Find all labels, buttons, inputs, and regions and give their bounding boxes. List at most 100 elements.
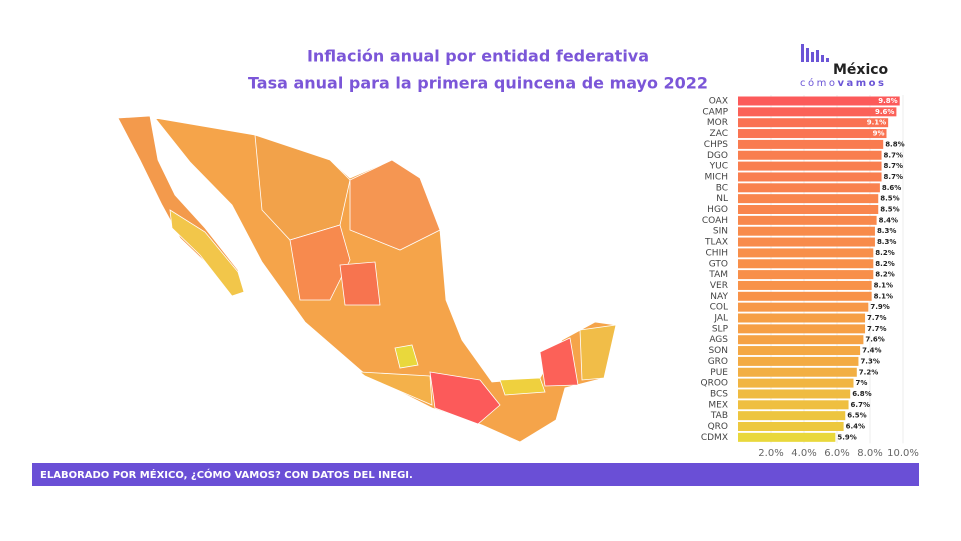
- value-label: 6.4%: [846, 423, 865, 431]
- bar: [738, 139, 884, 149]
- logo: México cómovamos: [800, 44, 889, 89]
- value-label: 8.1%: [874, 292, 893, 300]
- bar: [738, 107, 897, 117]
- y-tick-label: DGO: [707, 151, 728, 161]
- logo-bars: [801, 44, 829, 62]
- map-region: [579, 324, 617, 381]
- bar: [738, 411, 846, 421]
- y-tick-label: BC: [716, 183, 728, 193]
- y-tick-label: PUE: [710, 368, 728, 378]
- value-label: 8.2%: [875, 249, 894, 257]
- y-tick-label: CHPS: [704, 140, 728, 150]
- footer-text: ELABORADO POR MÉXICO, ¿CÓMO VAMOS? CON D…: [40, 468, 413, 481]
- value-label: 7.6%: [865, 336, 884, 344]
- y-tick-label: CHIH: [706, 248, 728, 258]
- bar: [738, 367, 857, 377]
- bar: [738, 161, 882, 171]
- logo-name: México: [833, 62, 889, 78]
- y-tick-label: SLP: [712, 324, 729, 334]
- value-label: 8.1%: [874, 281, 893, 289]
- y-tick-label: AGS: [709, 335, 728, 345]
- y-tick-label: MICH: [705, 172, 728, 182]
- x-tick-label: 10.0%: [887, 448, 919, 459]
- y-tick-label: COAH: [702, 216, 728, 226]
- map-region: [499, 377, 546, 396]
- x-tick-label: 4.0%: [791, 448, 816, 459]
- y-tick-label: JAL: [713, 314, 728, 324]
- value-label: 7.7%: [867, 325, 886, 333]
- chart-subtitle: Tasa anual para la primera quincena de m…: [248, 74, 708, 93]
- bar: [738, 215, 877, 225]
- logo-tag-bold: vamos: [837, 78, 886, 89]
- value-label: 7.2%: [859, 368, 878, 376]
- y-tick-label: QROO: [700, 379, 728, 389]
- y-tick-label: CDMX: [701, 433, 728, 443]
- map-region: [358, 371, 433, 406]
- y-tick-label: ZAC: [710, 129, 728, 139]
- logo-tagline: cómovamos: [800, 77, 887, 89]
- value-label: 8.3%: [877, 227, 896, 235]
- footer-band: [32, 463, 919, 486]
- bar: [738, 313, 866, 323]
- map-region: [169, 209, 245, 297]
- bar: [738, 194, 879, 204]
- bar: [738, 291, 872, 301]
- y-tick-label: HGO: [707, 205, 728, 215]
- bar: [738, 422, 844, 431]
- bar: [738, 378, 854, 388]
- value-label: 7.4%: [862, 347, 881, 355]
- value-label: 8.7%: [884, 151, 903, 159]
- bar: [738, 335, 864, 345]
- bar: [738, 172, 882, 182]
- value-label: 8.6%: [882, 184, 901, 192]
- value-label: 7.7%: [867, 314, 886, 322]
- chart-title: Inflación anual por entidad federativa: [307, 47, 649, 66]
- map-region: [429, 371, 501, 425]
- bar: [738, 259, 874, 269]
- bar: [738, 270, 874, 280]
- value-label: 6.7%: [851, 401, 870, 409]
- y-tick-label: CAMP: [702, 107, 728, 117]
- y-tick-label: SIN: [713, 227, 728, 237]
- y-tick-label: YUC: [709, 162, 728, 172]
- y-tick-label: NAY: [710, 292, 728, 302]
- bar: [738, 389, 851, 399]
- bar: [738, 129, 887, 139]
- map-region: [539, 337, 579, 387]
- y-tick-label: MOR: [707, 118, 728, 128]
- value-label: 5.9%: [837, 433, 856, 441]
- x-tick-label: 8.0%: [857, 448, 882, 459]
- y-tick-label: TLAX: [704, 238, 728, 248]
- value-label: 9%: [873, 130, 885, 138]
- bar: [738, 280, 872, 290]
- y-tick-label: TAB: [710, 411, 728, 421]
- value-label: 8.4%: [879, 216, 898, 224]
- bar: [738, 205, 879, 214]
- y-tick-label: NL: [716, 194, 728, 204]
- y-tick-label: OAX: [709, 97, 728, 107]
- value-label: 6.8%: [852, 390, 871, 398]
- value-label: 9.8%: [878, 97, 897, 105]
- map-region: [394, 344, 419, 369]
- bar: [738, 400, 849, 410]
- map: [117, 115, 617, 443]
- value-label: 8.5%: [880, 206, 899, 214]
- bar: [738, 346, 861, 356]
- value-label: 8.7%: [884, 173, 903, 181]
- bar: [738, 324, 866, 334]
- value-label: 8.3%: [877, 238, 896, 246]
- bar: [738, 118, 889, 128]
- bar: [738, 356, 859, 366]
- value-label: 8.7%: [884, 162, 903, 170]
- logo-tag-light: cómo: [800, 77, 837, 89]
- y-tick-label: GRO: [708, 357, 728, 367]
- bar: [738, 248, 874, 258]
- bar: [738, 302, 869, 312]
- x-tick-label: 6.0%: [824, 448, 849, 459]
- bar: [738, 96, 900, 106]
- bar: [738, 432, 836, 442]
- value-label: 7%: [856, 379, 868, 387]
- map-region: [349, 159, 441, 251]
- value-label: 8.8%: [885, 140, 904, 148]
